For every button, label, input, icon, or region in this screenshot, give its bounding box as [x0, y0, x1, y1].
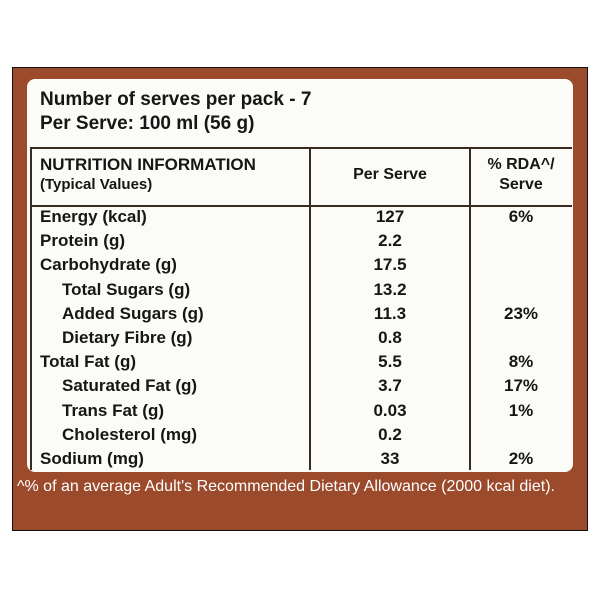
rda-value: 2% [508, 449, 534, 468]
per-serve-value: 0.03 [373, 400, 407, 420]
rda-value: 8% [508, 352, 534, 372]
column-separator [469, 149, 471, 470]
table-row: Energy (kcal) 127 6% [30, 205, 572, 229]
header-text: Serve [499, 176, 543, 193]
column-separator [309, 149, 311, 470]
nutrition-table: NUTRITION INFORMATION (Typical Values) P… [30, 147, 572, 470]
rda-value: 6% [508, 207, 534, 226]
per-serve-value: 13.2 [373, 279, 407, 299]
serve-size-line: Per Serve: 100 ml (56 g) [40, 113, 255, 134]
nutrient-label: Saturated Fat (g) [62, 376, 198, 396]
nutrient-label: Total Fat (g) [40, 352, 136, 372]
header-text: Per Serve [353, 166, 427, 183]
per-serve-value: 127 [375, 207, 405, 226]
table-row: Sodium (mg) 33 2% [30, 447, 572, 471]
per-serve-value: 11.3 [373, 303, 407, 323]
table-row: Trans Fat (g) 0.03 1% [30, 399, 572, 423]
header-text: % RDA^/ [487, 156, 555, 173]
nutrient-label: Protein (g) [40, 231, 125, 251]
footnote: ^% of an average Adult's Recommended Die… [17, 478, 555, 495]
column-header: NUTRITION INFORMATION (Typical Values) [40, 155, 256, 195]
nutrient-label: Added Sugars (g) [62, 303, 204, 323]
rda-value: 1% [508, 400, 534, 420]
table-row: Total Sugars (g) 13.2 [30, 278, 572, 302]
header-separator [30, 205, 572, 207]
table-row: Added Sugars (g) 11.3 23% [30, 302, 572, 326]
per-serve-value: 3.7 [378, 376, 402, 396]
table-row: Saturated Fat (g) 3.7 17% [30, 374, 572, 398]
table-border [30, 149, 32, 470]
table-row: Dietary Fibre (g) 0.8 [30, 326, 572, 350]
nutrient-label: Sodium (mg) [40, 449, 144, 468]
nutrient-label: Cholesterol (mg) [62, 424, 198, 444]
label-panel: Number of serves per pack - 7 Per Serve:… [27, 79, 573, 472]
per-serve-value: 5.5 [378, 352, 402, 372]
per-serve-value: 33 [380, 449, 400, 468]
nutrient-label: Total Sugars (g) [62, 279, 191, 299]
rda-value: 23% [503, 303, 539, 323]
table-row: Total Fat (g) 5.5 8% [30, 350, 572, 374]
table-row: Protein (g) 2.2 [30, 229, 572, 253]
table-row: Cholesterol (mg) 0.2 [30, 423, 572, 447]
per-serve-value: 0.8 [378, 328, 402, 347]
nutrient-label: Energy (kcal) [40, 207, 147, 226]
column-header: Per Serve [310, 165, 470, 185]
nutrient-label: Trans Fat (g) [62, 400, 165, 420]
nutrient-label: Dietary Fibre (g) [62, 328, 193, 347]
per-serve-value: 2.2 [378, 231, 402, 251]
per-serve-value: 17.5 [373, 255, 407, 275]
column-header: % RDA^/ Serve [470, 155, 572, 195]
rda-value: 17% [503, 376, 539, 396]
serves-line: Number of serves per pack - 7 [40, 89, 312, 110]
nutrient-label: Carbohydrate (g) [40, 255, 177, 275]
table-row: Carbohydrate (g) 17.5 [30, 253, 572, 277]
header-text: NUTRITION INFORMATION [40, 155, 256, 174]
header-text: (Typical Values) [40, 176, 153, 193]
per-serve-value: 0.2 [378, 424, 402, 444]
